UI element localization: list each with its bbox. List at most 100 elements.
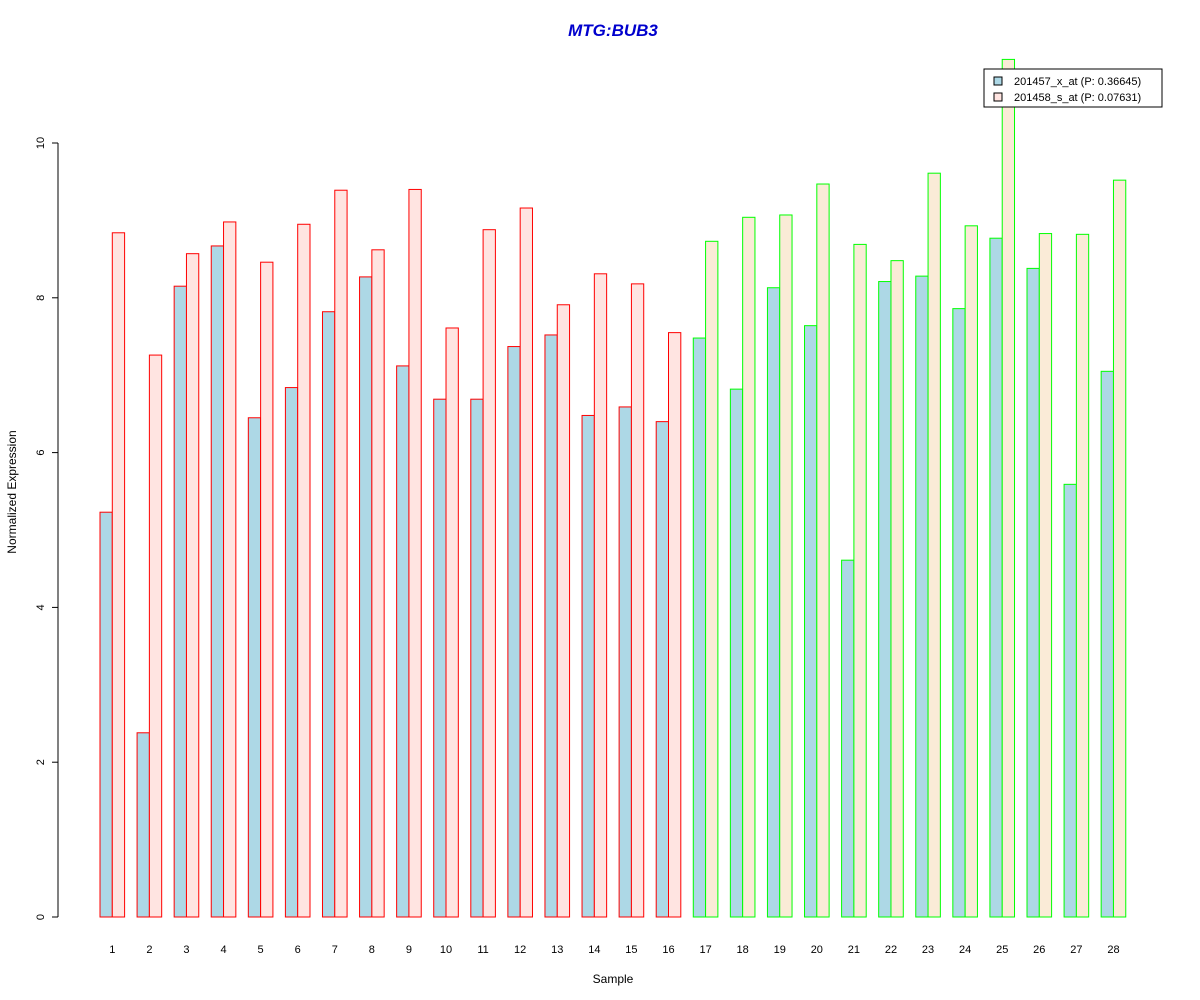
x-tick-label: 21 [848, 944, 860, 956]
bar-series1-sample-11 [470, 398, 484, 918]
legend-swatch [993, 76, 1003, 86]
bar-series1-sample-9 [396, 365, 410, 918]
bar-series2-sample-7 [334, 189, 348, 918]
x-tick-label: 25 [996, 944, 1008, 956]
y-tick-label: 0 [35, 914, 47, 920]
bar-series1-sample-22 [878, 281, 892, 918]
bar-series1-sample-6 [284, 387, 299, 918]
bar-series1-sample-8 [359, 276, 373, 918]
bar-series2-sample-13 [556, 304, 571, 918]
x-tick-label: 22 [885, 944, 897, 956]
bar-series2-sample-18 [742, 216, 756, 918]
x-tick-label: 4 [220, 944, 226, 956]
bar-series1-sample-5 [247, 417, 262, 918]
legend-entry: 201457_x_at (P: 0.36645) [1014, 76, 1141, 88]
bar-series1-sample-26 [1026, 267, 1040, 918]
bar-series2-sample-5 [260, 261, 274, 918]
bar-series1-sample-4 [210, 245, 225, 918]
bar-series1-sample-20 [804, 325, 818, 918]
bar-series2-sample-22 [890, 260, 904, 918]
bar-series2-sample-11 [482, 229, 496, 918]
bar-series1-sample-13 [544, 334, 558, 918]
bar-series2-sample-15 [630, 283, 645, 918]
bar-series1-sample-1 [99, 511, 113, 918]
bar-series1-sample-19 [766, 287, 781, 918]
bar-series2-sample-10 [445, 327, 459, 918]
bars [99, 58, 1127, 918]
y-tick-label: 6 [35, 450, 47, 456]
x-axis-label: Sample [593, 972, 634, 986]
bar-series2-sample-27 [1075, 233, 1090, 918]
bar-series2-sample-6 [297, 223, 311, 918]
chart-title: MTG:BUB3 [568, 21, 658, 40]
bar-series2-sample-19 [779, 214, 793, 918]
bar-series2-sample-1 [111, 232, 126, 918]
bar-series2-sample-20 [816, 183, 830, 918]
x-tick-label: 23 [922, 944, 934, 956]
bar-series1-sample-21 [841, 559, 855, 918]
bar-series2-sample-25 [1001, 58, 1016, 918]
bar-series2-sample-23 [927, 172, 941, 918]
x-tick-label: 2 [146, 944, 152, 956]
bar-series2-sample-28 [1112, 179, 1127, 918]
y-tick-label: 4 [35, 604, 47, 610]
x-tick-label: 15 [625, 944, 637, 956]
bar-series2-sample-12 [519, 207, 533, 918]
x-tick-label: 24 [959, 944, 971, 956]
bar-series2-sample-16 [668, 332, 682, 918]
bar-series1-sample-16 [655, 421, 670, 918]
legend: 201457_x_at (P: 0.36645) 201458_s_at (P: … [983, 68, 1163, 108]
x-tick-label: 8 [369, 944, 375, 956]
bar-series1-sample-24 [952, 308, 966, 918]
x-tick-label: 13 [551, 944, 563, 956]
x-tick-label: 3 [183, 944, 189, 956]
y-tick-label: 8 [35, 295, 47, 301]
legend-entry: 201458_s_at (P: 0.07631) [1014, 92, 1141, 104]
bar-series1-sample-2 [136, 732, 150, 918]
y-tick-label: 2 [35, 759, 47, 765]
x-tick-label: 6 [295, 944, 301, 956]
legend-box [983, 68, 1163, 108]
bar-series2-sample-26 [1038, 233, 1053, 918]
bar-series2-sample-17 [705, 240, 719, 918]
bar-series2-sample-24 [964, 225, 978, 918]
x-tick-label: 26 [1033, 944, 1045, 956]
bar-series2-sample-2 [148, 354, 163, 918]
bar-series1-sample-7 [321, 311, 336, 918]
x-tick-label: 17 [699, 944, 711, 956]
x-tick-label: 7 [332, 944, 338, 956]
x-tick-label: 19 [774, 944, 786, 956]
bar-series2-sample-8 [371, 249, 385, 918]
bar-series1-sample-25 [989, 237, 1003, 918]
bar-series1-sample-3 [173, 285, 187, 918]
y-tick-label: 10 [35, 137, 47, 149]
x-tick-label: 28 [1107, 944, 1119, 956]
x-tick-label: 14 [588, 944, 600, 956]
bar-series2-sample-14 [593, 273, 608, 918]
bar-series1-sample-14 [581, 414, 595, 918]
x-tick-label: 11 [477, 944, 488, 956]
bar-series2-sample-4 [223, 221, 237, 918]
x-tick-label: 27 [1070, 944, 1082, 956]
bar-series2-sample-21 [853, 243, 867, 918]
y-axis-label: Normalized Expression [5, 430, 19, 553]
x-tick-label: 10 [440, 944, 452, 956]
x-tick-label: 18 [737, 944, 749, 956]
x-tick-label: 1 [109, 944, 115, 956]
x-tick-label: 5 [258, 944, 264, 956]
bar-series1-sample-27 [1063, 483, 1077, 918]
bar-series1-sample-28 [1100, 370, 1114, 918]
y-axis: 0 2 4 6 8 10 [35, 137, 59, 920]
bar-series2-sample-9 [408, 188, 422, 918]
bar-series2-sample-3 [185, 253, 200, 918]
x-tick-label: 9 [406, 944, 412, 956]
x-axis-ticks: 1 2 3 4 5 6 7 8 9 10 11 12 13 14 15 16 17 18 19 20 21 22 23 24 2… [109, 944, 1119, 956]
x-tick-label: 12 [514, 944, 526, 956]
bar-series1-sample-12 [507, 346, 521, 918]
bar-series1-sample-18 [729, 388, 744, 918]
bar-series1-sample-23 [915, 275, 929, 918]
x-tick-label: 16 [662, 944, 674, 956]
bar-series1-sample-17 [692, 337, 707, 918]
